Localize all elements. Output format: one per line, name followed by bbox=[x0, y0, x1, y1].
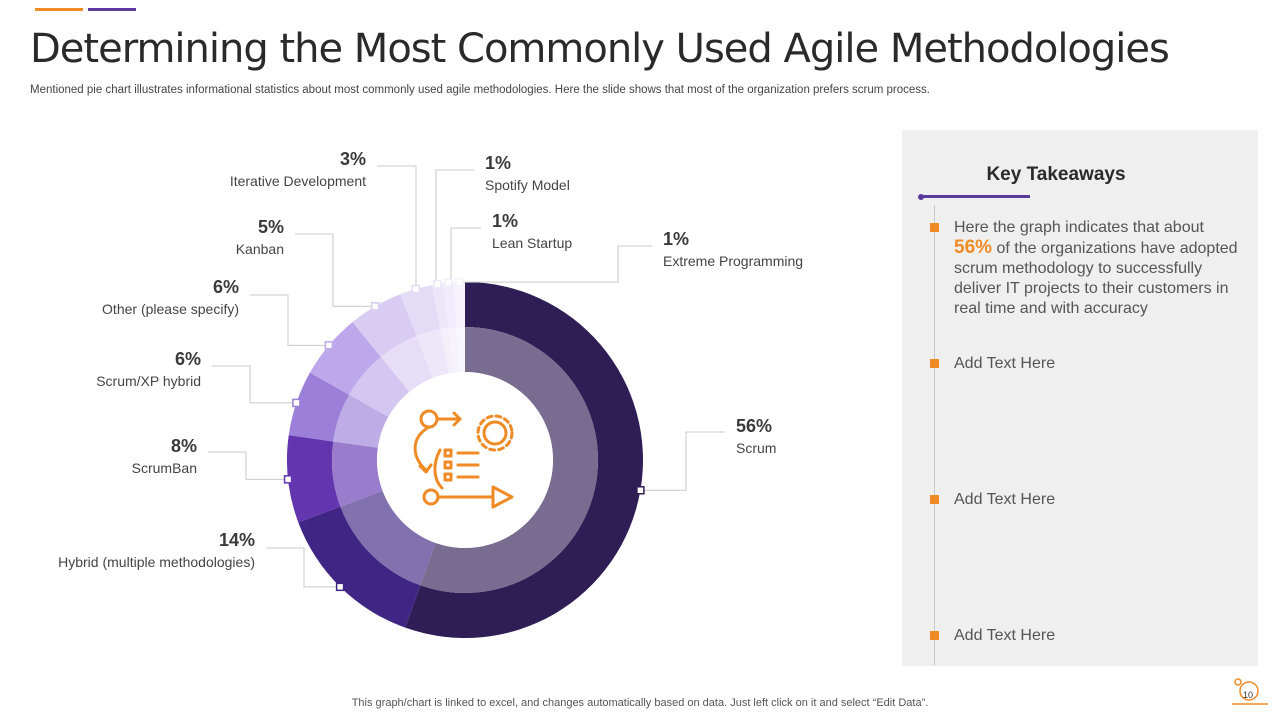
data-label-other-please-specify: 6% bbox=[213, 277, 239, 297]
category-label-iterative-development: Iterative Development bbox=[230, 173, 366, 189]
category-label-other-please-specify: Other (please specify) bbox=[102, 301, 239, 317]
page-number-badge-icon bbox=[1232, 678, 1268, 705]
slice-inner-spotify-model bbox=[440, 328, 455, 374]
slice-outer-kanban bbox=[352, 294, 417, 357]
category-label-scrum: Scrum bbox=[736, 440, 776, 456]
page-number: 10 bbox=[1243, 690, 1254, 700]
slice-inner-scrum bbox=[420, 327, 598, 593]
agile-methodologies-donut-chart: 56% Scrum 14% Hybrid (multiple methodologie… bbox=[58, 149, 803, 638]
leader-marker-spotify-model bbox=[433, 279, 442, 289]
key-takeaways-panel: Key Takeaways Here the graph indicates t… bbox=[902, 130, 1258, 666]
data-label-spotify-model: 1% bbox=[485, 153, 511, 173]
takeaway-1-text-a: Here the graph indicates that about bbox=[954, 219, 1204, 236]
leader-line-lean-startup bbox=[448, 227, 481, 284]
category-label-scrumban: ScrumBan bbox=[132, 460, 197, 476]
takeaway-bullet-1 bbox=[930, 223, 939, 232]
slice-outer-hybrid-multiple-methodologies bbox=[298, 506, 421, 628]
category-label-extreme-programming: Extreme Programming bbox=[663, 253, 803, 269]
data-label-extreme-programming: 1% bbox=[663, 229, 689, 249]
leader-line-other-please-specify bbox=[250, 294, 329, 346]
takeaway-item-1: Here the graph indicates that about 56% … bbox=[954, 218, 1244, 319]
slice-outer-scrum-xp-hybrid bbox=[288, 372, 350, 442]
slice-inner-iterative-development bbox=[416, 329, 449, 379]
slice-inner-lean-startup bbox=[448, 327, 460, 373]
takeaway-item-3: Add Text Here bbox=[954, 491, 1056, 508]
slice-outer-spotify-model bbox=[431, 283, 449, 330]
leader-lines bbox=[208, 165, 725, 592]
slice-inner-kanban bbox=[380, 336, 433, 392]
takeaway-item-4: Add Text Here bbox=[954, 627, 1056, 644]
slice-outer-lean-startup bbox=[442, 282, 457, 329]
data-label-scrum-xp-hybrid: 6% bbox=[175, 349, 201, 369]
data-label-lean-startup: 1% bbox=[492, 211, 518, 231]
leader-marker-iterative-development bbox=[411, 284, 421, 294]
slice-outer-iterative-development bbox=[400, 285, 441, 337]
leader-marker-scrum bbox=[636, 486, 645, 495]
leader-line-kanban bbox=[295, 233, 376, 307]
data-label-scrum: 56% bbox=[736, 416, 772, 436]
slice-outer-other-please-specify bbox=[309, 322, 381, 395]
leader-line-iterative-development bbox=[377, 165, 417, 290]
accent-bar-purple bbox=[88, 8, 136, 11]
takeaway-bullet-4 bbox=[930, 631, 939, 640]
slice-outer-scrumban bbox=[287, 435, 341, 523]
key-takeaways-title: Key Takeaways bbox=[986, 164, 1126, 185]
leader-marker-kanban bbox=[370, 302, 380, 311]
data-label-iterative-development: 3% bbox=[340, 149, 366, 169]
data-label-hybrid-multiple-methodologies: 14% bbox=[219, 530, 255, 550]
leader-marker-other-please-specify bbox=[324, 341, 334, 350]
leader-marker-scrum-xp-hybrid bbox=[292, 398, 301, 408]
takeaway-bullet-2 bbox=[930, 359, 939, 368]
title-underline-dot bbox=[918, 194, 924, 200]
leader-line-hybrid-multiple-methodologies bbox=[266, 547, 341, 588]
slice-outer-extreme-programming bbox=[453, 282, 465, 328]
leader-marker-scrumban bbox=[283, 475, 293, 484]
leader-marker-extreme-programming bbox=[455, 277, 464, 287]
page-subtitle: Mentioned pie chart illustrates informat… bbox=[30, 84, 930, 96]
data-label-kanban: 5% bbox=[258, 217, 284, 237]
agile-process-icon bbox=[413, 409, 514, 509]
category-label-hybrid-multiple-methodologies: Hybrid (multiple methodologies) bbox=[58, 554, 255, 570]
category-label-lean-startup: Lean Startup bbox=[492, 235, 572, 251]
category-label-spotify-model: Spotify Model bbox=[485, 177, 570, 193]
takeaway-1-highlight: 56% bbox=[954, 237, 993, 258]
slice-labels: 56% Scrum 14% Hybrid (multiple methodologie… bbox=[58, 149, 803, 570]
page-title: Determining the Most Commonly Used Agile… bbox=[30, 26, 1170, 72]
takeaway-1-text-b: of the organizations have adopted scrum … bbox=[954, 240, 1238, 317]
donut-center-hole bbox=[377, 372, 553, 548]
leader-line-scrum-xp-hybrid bbox=[212, 365, 297, 404]
slice-inner-scrumban bbox=[332, 441, 383, 507]
slice-inner-scrum-xp-hybrid bbox=[333, 394, 389, 448]
takeaway-item-2: Add Text Here bbox=[954, 355, 1056, 372]
leader-line-extreme-programming bbox=[459, 245, 652, 283]
title-underline bbox=[920, 195, 1030, 198]
slice-inner-other-please-specify bbox=[349, 356, 410, 417]
slice-inner-extreme-programming bbox=[456, 327, 465, 373]
accent-bar-orange bbox=[35, 8, 83, 11]
leader-line-spotify-model bbox=[435, 169, 474, 285]
slice-inner-hybrid-multiple-methodologies bbox=[340, 490, 436, 586]
category-label-scrum-xp-hybrid: Scrum/XP hybrid bbox=[96, 373, 201, 389]
footer-note: This graph/chart is linked to excel, and… bbox=[351, 697, 929, 709]
slice-outer-scrum bbox=[405, 282, 643, 638]
category-label-kanban: Kanban bbox=[236, 241, 284, 257]
timeline-line bbox=[934, 205, 935, 665]
donut-outer-ring bbox=[287, 282, 643, 638]
leader-marker-lean-startup bbox=[444, 278, 453, 288]
donut-inner-ring bbox=[332, 327, 598, 593]
takeaway-bullet-3 bbox=[930, 495, 939, 504]
data-label-scrumban: 8% bbox=[171, 436, 197, 456]
leader-marker-hybrid-multiple-methodologies bbox=[335, 582, 345, 592]
leader-line-scrum bbox=[640, 431, 725, 491]
leader-line-scrumban bbox=[208, 451, 289, 480]
